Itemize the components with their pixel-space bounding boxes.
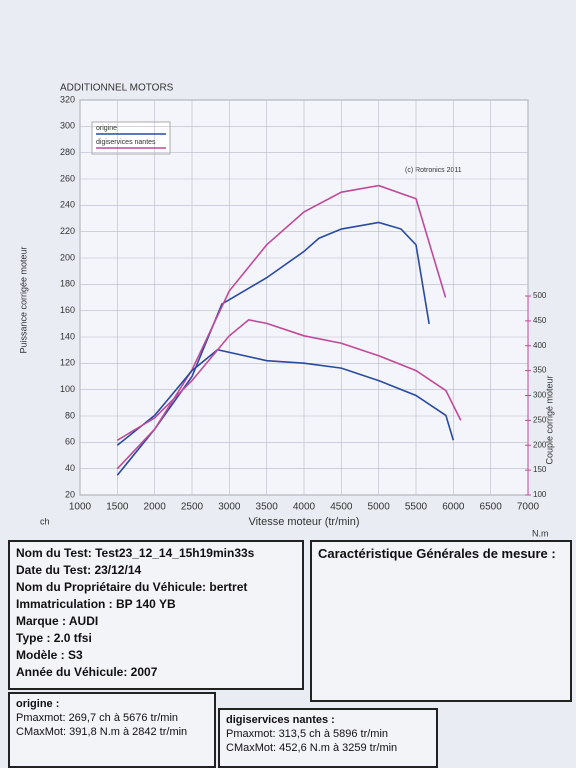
y2-tick-label: 300 — [533, 391, 547, 400]
y-tick-label: 280 — [60, 147, 75, 157]
y-axis-label: Puissance corrigée moteur — [18, 246, 28, 353]
y2-tick-label: 150 — [533, 465, 547, 474]
x-tick-label: 6500 — [480, 502, 503, 513]
legend-label: origine — [96, 125, 117, 132]
annotation: (c) Rotronics 2011 — [405, 167, 462, 174]
y2-tick-label: 100 — [533, 490, 547, 499]
measure-box: Caractéristique Générales de mesure : — [310, 540, 572, 702]
y-tick-label: 300 — [60, 121, 75, 131]
y-tick-label: 20 — [65, 489, 75, 499]
series-line — [116, 348, 455, 446]
y2-tick-label: 450 — [533, 316, 547, 325]
x-tick-label: 4000 — [293, 502, 316, 513]
x-tick-label: 2500 — [181, 502, 204, 513]
origine-title: origine : — [16, 698, 60, 710]
origine-line: CMaxMot: 391,8 N.m à 2842 tr/min — [16, 726, 188, 738]
digiservices-box: digiservices nantes : Pmaxmot: 313,5 ch … — [218, 708, 438, 768]
info-line: Type : 2.0 tfsi — [16, 631, 92, 645]
digiservices-line: CMaxMot: 452,6 N.m à 3259 tr/min — [226, 742, 398, 754]
y2-tick-label: 350 — [533, 366, 547, 375]
series-line — [116, 319, 462, 441]
y2-tick-label: 500 — [533, 291, 547, 300]
x-tick-label: 5500 — [405, 502, 428, 513]
x-tick-label: 6000 — [442, 502, 465, 513]
y-tick-label: 260 — [60, 173, 75, 183]
x-tick-label: 5000 — [368, 502, 391, 513]
info-line: Date du Test: 23/12/14 — [16, 563, 142, 577]
info-line: Modèle : S3 — [16, 648, 83, 662]
info-line: Nom du Propriétaire du Véhicule: bertret — [16, 580, 248, 594]
info-line: Immatriculation : BP 140 YB — [16, 597, 176, 611]
x-axis-label: Vitesse moteur (tr/min) — [248, 516, 359, 528]
measure-title: Caractéristique Générales de mesure : — [318, 546, 556, 561]
origine-box: origine : Pmaxmot: 269,7 ch à 5676 tr/mi… — [8, 692, 216, 768]
y-tick-label: 320 — [60, 94, 75, 104]
y2-tick-label: 400 — [533, 341, 547, 350]
x-tick-label: 1500 — [106, 502, 129, 513]
y-tick-label: 80 — [65, 410, 75, 420]
origine-line: Pmaxmot: 269,7 ch à 5676 tr/min — [16, 712, 179, 724]
x-tick-label: 4500 — [330, 502, 353, 513]
digiservices-line: Pmaxmot: 313,5 ch à 5896 tr/min — [226, 728, 389, 740]
x-tick-label: 3000 — [218, 502, 241, 513]
y-tick-label: 160 — [60, 305, 75, 315]
y-tick-label: 240 — [60, 200, 75, 210]
x-tick-label: 1000 — [69, 502, 92, 513]
y2-tick-label: 200 — [533, 440, 547, 449]
y-tick-label: 140 — [60, 331, 75, 341]
y-unit: ch — [40, 516, 50, 526]
y-tick-label: 40 — [65, 463, 75, 473]
x-tick-label: 2000 — [144, 502, 167, 513]
y-tick-label: 100 — [60, 384, 75, 394]
info-line: Marque : AUDI — [16, 614, 99, 628]
test-info-box: Nom du Test: Test23_12_14_15h19min33s Dat… — [8, 540, 304, 690]
info-line: Année du Véhicule: 2007 — [16, 665, 158, 679]
series-line — [116, 221, 430, 476]
y-tick-label: 120 — [60, 358, 75, 368]
chart: ADDITIONNEL MOTORS (c) Rotronics 2011 Vi… — [18, 83, 554, 539]
y-tick-label: 220 — [60, 226, 75, 236]
x-tick-label: 7000 — [517, 502, 540, 513]
legend-label: digiservices nantes — [96, 139, 156, 146]
y2-tick-label: 250 — [533, 415, 547, 424]
x-tick-label: 3500 — [256, 502, 279, 513]
chart-title: ADDITIONNEL MOTORS — [60, 83, 174, 94]
y-tick-label: 200 — [60, 252, 75, 262]
digiservices-title: digiservices nantes : — [226, 714, 335, 726]
y-tick-label: 180 — [60, 279, 75, 289]
y2-axis-label: Couple corrigé moteur — [544, 375, 554, 464]
y2-unit: N.m — [532, 528, 549, 538]
info-line: Nom du Test: Test23_12_14_15h19min33s — [16, 546, 255, 560]
y-tick-label: 60 — [65, 437, 75, 447]
